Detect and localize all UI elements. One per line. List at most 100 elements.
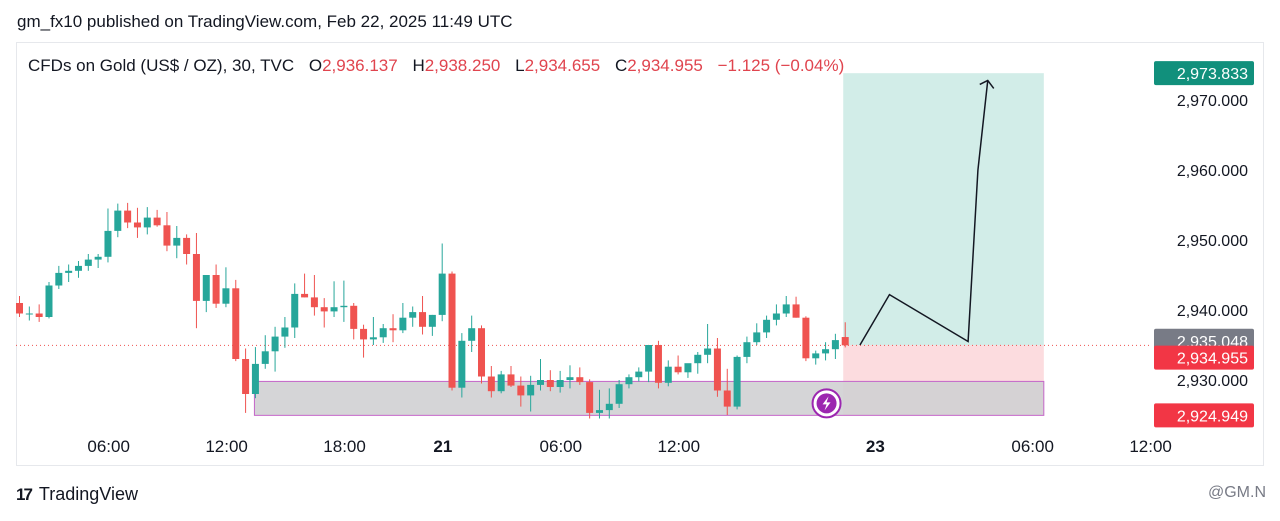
candle-body[interactable] bbox=[360, 328, 368, 340]
candle-body[interactable] bbox=[802, 317, 810, 359]
candle-body[interactable] bbox=[124, 210, 132, 223]
demand-zone-rectangle[interactable] bbox=[253, 380, 1045, 416]
candle-body[interactable] bbox=[379, 328, 387, 338]
candle-body[interactable] bbox=[684, 363, 692, 373]
candle-body[interactable] bbox=[202, 275, 210, 301]
candle-body[interactable] bbox=[271, 336, 279, 352]
candle-body[interactable] bbox=[35, 313, 43, 318]
candle-body[interactable] bbox=[556, 380, 564, 387]
candle-body[interactable] bbox=[517, 385, 525, 396]
candle-body[interactable] bbox=[320, 307, 328, 312]
candle-body[interactable] bbox=[16, 303, 23, 314]
x-tick-label: 06:00 bbox=[540, 437, 583, 456]
candle-body[interactable] bbox=[704, 348, 712, 355]
candle-body[interactable] bbox=[173, 237, 181, 246]
chart-frame[interactable] bbox=[16, 42, 1264, 466]
candle-body[interactable] bbox=[438, 273, 446, 315]
candle-body[interactable] bbox=[595, 410, 603, 413]
candle-body[interactable] bbox=[576, 377, 584, 383]
candle-body[interactable] bbox=[222, 288, 230, 304]
candle-body[interactable] bbox=[419, 312, 427, 327]
projection-path[interactable] bbox=[859, 80, 989, 346]
lightning-icon bbox=[822, 396, 831, 411]
candle-body[interactable] bbox=[743, 342, 751, 357]
candle-body[interactable] bbox=[281, 327, 289, 337]
candle-body[interactable] bbox=[133, 222, 141, 228]
candle-body[interactable] bbox=[389, 328, 397, 331]
candle-body[interactable] bbox=[507, 374, 515, 386]
candle-body[interactable] bbox=[94, 256, 102, 260]
candle-body[interactable] bbox=[340, 305, 348, 308]
candle-body[interactable] bbox=[586, 382, 594, 413]
candle-body[interactable] bbox=[782, 304, 790, 314]
candle-body[interactable] bbox=[487, 376, 495, 392]
candle-body[interactable] bbox=[615, 384, 623, 404]
price-badge-label: 2,934.955 bbox=[1177, 351, 1248, 368]
candle-body[interactable] bbox=[713, 348, 721, 391]
candle-body[interactable] bbox=[536, 380, 544, 385]
candle-body[interactable] bbox=[753, 332, 761, 343]
candle-body[interactable] bbox=[310, 297, 318, 308]
candle-body[interactable] bbox=[409, 312, 417, 318]
candle-body[interactable] bbox=[163, 225, 171, 246]
candle-body[interactable] bbox=[232, 288, 240, 359]
candle-body[interactable] bbox=[625, 377, 633, 385]
candle-body[interactable] bbox=[831, 340, 839, 350]
candle-body[interactable] bbox=[114, 210, 122, 231]
target-zone[interactable] bbox=[843, 73, 1044, 346]
candle-body[interactable] bbox=[65, 270, 73, 273]
candle-body[interactable] bbox=[458, 340, 466, 388]
x-tick-label: 18:00 bbox=[323, 437, 366, 456]
candle-body[interactable] bbox=[841, 337, 849, 346]
candle-body[interactable] bbox=[261, 351, 269, 364]
candle-body[interactable] bbox=[143, 217, 151, 228]
candle-body[interactable] bbox=[812, 353, 820, 359]
symbol-legend: CFDs on Gold (US$ / OZ), 30, TVC O2,936.… bbox=[28, 56, 844, 76]
candle-body[interactable] bbox=[468, 328, 476, 341]
candle-body[interactable] bbox=[448, 273, 456, 388]
candle-body[interactable] bbox=[497, 374, 505, 392]
candle-body[interactable] bbox=[664, 366, 672, 383]
candle-body[interactable] bbox=[822, 349, 830, 354]
candle-body[interactable] bbox=[763, 319, 771, 333]
candle-body[interactable] bbox=[478, 328, 486, 377]
candle-body[interactable] bbox=[792, 304, 800, 318]
candle-body[interactable] bbox=[350, 305, 358, 329]
candle-body[interactable] bbox=[251, 363, 259, 394]
candle-body[interactable] bbox=[546, 380, 554, 387]
price-badge bbox=[1154, 345, 1254, 370]
candle-body[interactable] bbox=[635, 371, 643, 378]
candle-body[interactable] bbox=[723, 390, 731, 407]
candle-body[interactable] bbox=[645, 345, 653, 372]
candle-body[interactable] bbox=[45, 285, 53, 318]
candle-body[interactable] bbox=[25, 313, 33, 315]
candle-body[interactable] bbox=[104, 230, 112, 257]
candle-body[interactable] bbox=[153, 217, 161, 226]
published-by-header: gm_fx10 published on TradingView.com, Fe… bbox=[17, 12, 513, 31]
candle-body[interactable] bbox=[428, 314, 436, 327]
candle-body[interactable] bbox=[192, 254, 200, 301]
candle-body[interactable] bbox=[566, 377, 574, 380]
candle-body[interactable] bbox=[84, 259, 92, 266]
candle-body[interactable] bbox=[399, 317, 407, 331]
candle-body[interactable] bbox=[55, 272, 63, 286]
candle-body[interactable] bbox=[733, 356, 741, 407]
candle-body[interactable] bbox=[291, 293, 299, 328]
candle-body[interactable] bbox=[605, 403, 613, 411]
y-tick-label: 2,950.000 bbox=[1177, 233, 1248, 250]
candle-body[interactable] bbox=[183, 237, 191, 254]
candle-body[interactable] bbox=[694, 354, 702, 364]
x-tick-label: 06:00 bbox=[1011, 437, 1054, 456]
candle-body[interactable] bbox=[330, 307, 338, 312]
candle-body[interactable] bbox=[674, 366, 682, 373]
footer-brand[interactable]: 17 TradingView bbox=[16, 484, 138, 505]
candle-body[interactable] bbox=[772, 313, 780, 320]
candle-body[interactable] bbox=[74, 265, 82, 271]
candle-body[interactable] bbox=[242, 359, 250, 394]
candle-body[interactable] bbox=[527, 384, 535, 396]
candle-body[interactable] bbox=[301, 293, 309, 298]
candle-body[interactable] bbox=[212, 275, 220, 304]
candle-body[interactable] bbox=[369, 337, 377, 340]
candle-body[interactable] bbox=[654, 345, 662, 383]
